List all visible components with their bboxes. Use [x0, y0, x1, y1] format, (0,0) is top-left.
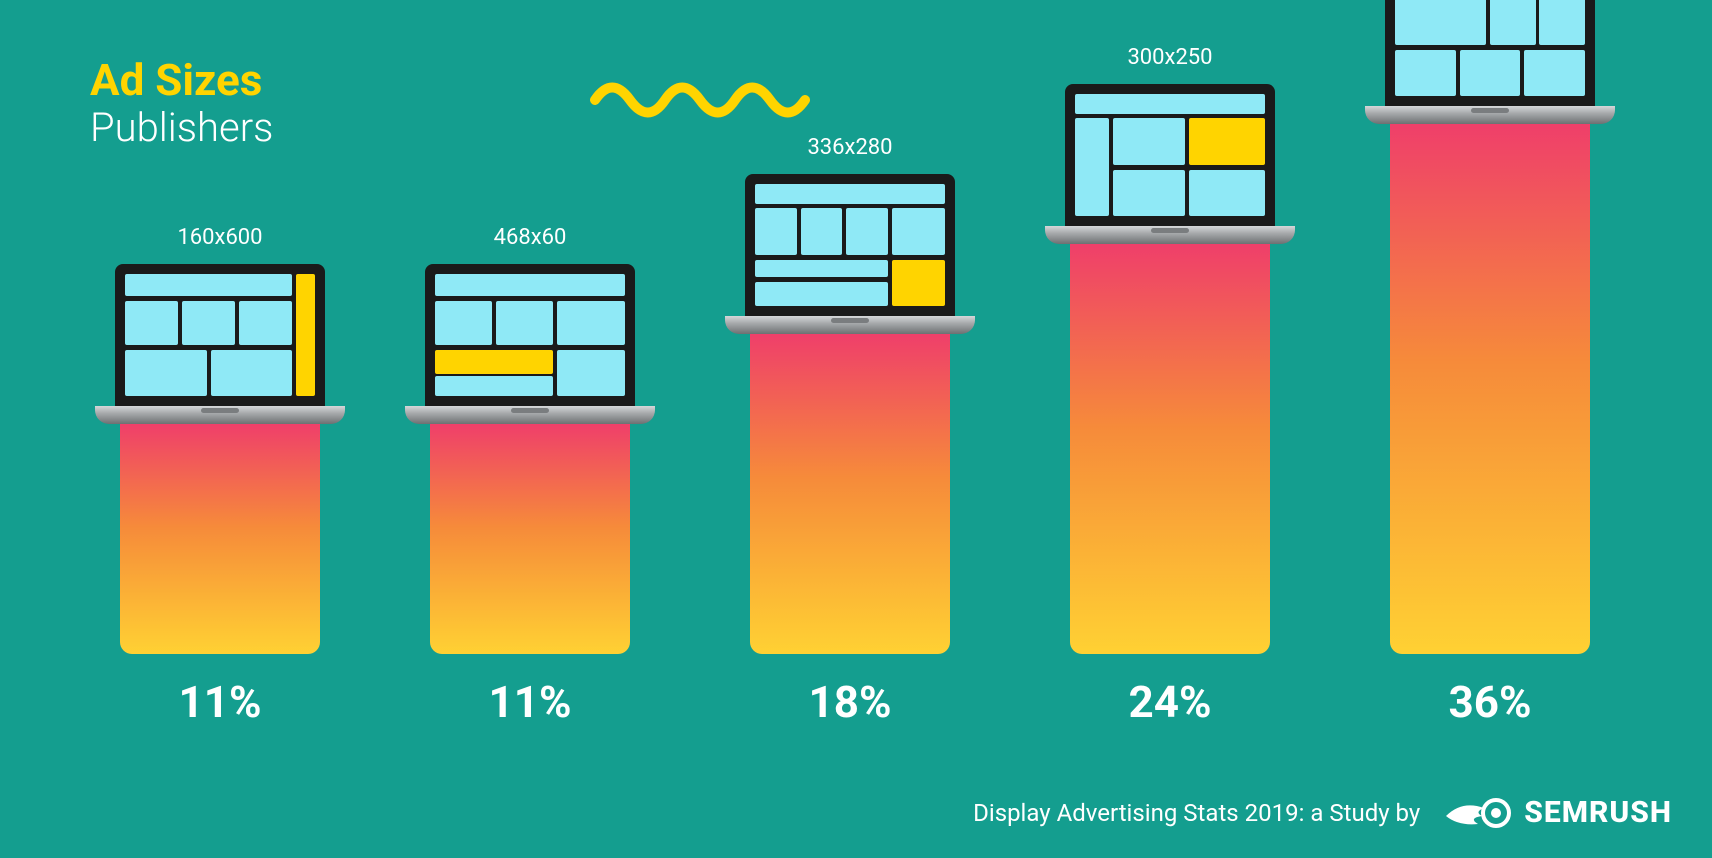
- footer: Display Advertising Stats 2019: a Study …: [0, 795, 1672, 830]
- laptop-screen: [1075, 94, 1265, 216]
- content-cell: [1395, 50, 1456, 96]
- laptop-icon: [1365, 0, 1615, 124]
- laptop-base: [405, 406, 655, 424]
- content-cell: [755, 260, 888, 277]
- content-cell: [125, 350, 207, 396]
- value-bar: [120, 424, 320, 654]
- percentage-value: 11%: [400, 676, 660, 728]
- laptop-screen: [755, 184, 945, 306]
- bar-group: 300x250 24%: [1040, 45, 1300, 728]
- content-cell: [182, 301, 235, 345]
- content-cell: [496, 301, 553, 345]
- content-cell: [846, 208, 888, 254]
- size-label: 300x250: [1040, 45, 1300, 70]
- content-cell: [557, 350, 625, 396]
- percentage-value: 18%: [720, 676, 980, 728]
- value-bar: [430, 424, 630, 654]
- content-cell: [557, 301, 625, 345]
- infographic-canvas: Ad Sizes Publishers 160x60011%468x6011%3…: [0, 0, 1712, 858]
- content-cell: [1395, 0, 1486, 45]
- content-cell: [1189, 170, 1265, 216]
- laptop-screen: [125, 274, 315, 396]
- value-bar: [750, 334, 950, 654]
- footer-text: Display Advertising Stats 2019: a Study …: [973, 799, 1420, 827]
- content-cell: [239, 301, 292, 345]
- value-bar: [1390, 124, 1590, 654]
- value-bar: [1070, 244, 1270, 654]
- content-cell: [755, 282, 888, 306]
- percentage-value: 24%: [1040, 676, 1300, 728]
- laptop-base: [725, 316, 975, 334]
- content-cell: [801, 208, 843, 254]
- bar-group: 160x600 11%: [90, 225, 350, 728]
- laptop-icon: [1045, 84, 1295, 244]
- size-label: 336x280: [720, 135, 980, 160]
- size-label: 468x60: [400, 225, 660, 250]
- bar-group: 336x280 18%: [720, 135, 980, 728]
- laptop-base: [1045, 226, 1295, 244]
- content-cell: [211, 350, 293, 396]
- content-cell: [435, 376, 553, 396]
- content-cell: [1460, 50, 1521, 96]
- percentage-value: 36%: [1360, 676, 1620, 728]
- content-cell: [1524, 50, 1585, 96]
- content-cell: [755, 184, 945, 204]
- laptop-screen: [435, 274, 625, 396]
- content-cell: [1075, 118, 1109, 216]
- brand-logo: semrush: [1444, 795, 1672, 830]
- bars-container: 160x600 11% 468x60 11% 336x280 18% 300x250 24% 7…: [0, 0, 1712, 858]
- content-cell: [1539, 0, 1585, 45]
- bar-group: 728x9036%: [1360, 0, 1620, 728]
- content-cell: [125, 301, 178, 345]
- bar-group: 468x60 11%: [400, 225, 660, 728]
- content-cell: [1075, 94, 1265, 114]
- laptop-base: [1365, 106, 1615, 124]
- laptop-icon: [95, 264, 345, 424]
- content-cell: [435, 301, 492, 345]
- laptop-icon: [725, 174, 975, 334]
- laptop-screen: [1395, 0, 1585, 96]
- content-cell: [1490, 0, 1536, 45]
- content-cell: [892, 208, 945, 254]
- ad-slot-highlight: [892, 260, 945, 306]
- brand-fireball-icon: [1444, 796, 1514, 830]
- content-cell: [1113, 170, 1185, 216]
- content-cell: [755, 208, 797, 254]
- brand-name: semrush: [1524, 795, 1672, 830]
- laptop-base: [95, 406, 345, 424]
- content-cell: [435, 274, 625, 296]
- size-label: 160x600: [90, 225, 350, 250]
- ad-slot-highlight: [296, 274, 315, 396]
- ad-slot-highlight: [1189, 118, 1265, 164]
- content-cell: [125, 274, 292, 296]
- laptop-icon: [405, 264, 655, 424]
- ad-slot-highlight: [435, 350, 553, 374]
- percentage-value: 11%: [90, 676, 350, 728]
- content-cell: [1113, 118, 1185, 164]
